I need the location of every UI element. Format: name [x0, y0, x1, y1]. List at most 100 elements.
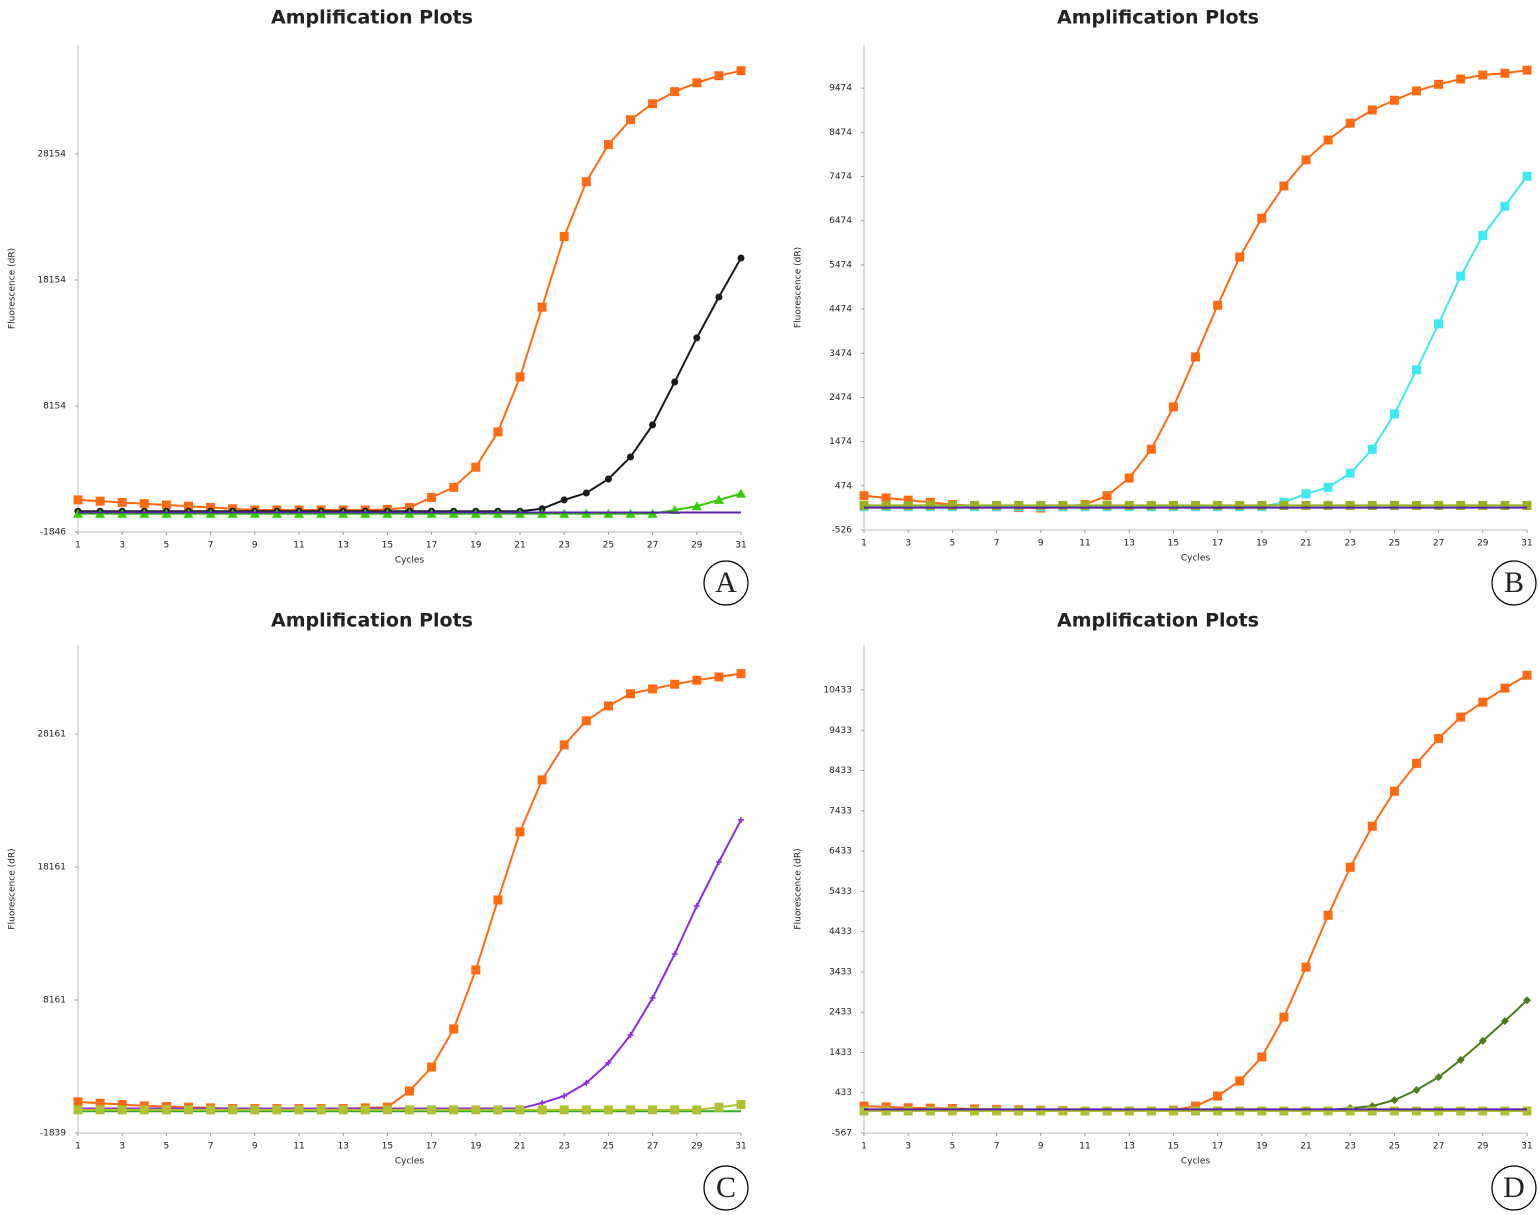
- y-axis-label: Fluorescence (dR): [8, 848, 18, 929]
- marker: [1279, 181, 1289, 191]
- marker: [1367, 105, 1377, 115]
- marker: [693, 902, 700, 909]
- y-tick-label: 6433: [829, 847, 852, 857]
- marker: [1301, 489, 1311, 499]
- x-tick-label: 23: [1344, 1142, 1355, 1152]
- marker: [1456, 271, 1466, 281]
- panel: Amplification Plots -567 433 1433 2433 3433 44…: [794, 610, 1537, 1211]
- marker: [1522, 65, 1532, 75]
- y-tick-label: 7474: [829, 172, 852, 182]
- marker: [405, 502, 414, 512]
- marker: [1478, 70, 1488, 80]
- x-tick-label: 7: [208, 541, 214, 551]
- x-tick-label: 1: [861, 1142, 867, 1152]
- marker: [493, 895, 503, 905]
- marker: [1301, 962, 1311, 972]
- marker: [1191, 500, 1200, 510]
- x-tick-label: 21: [514, 541, 525, 551]
- x-tick-label: 17: [426, 541, 437, 551]
- y-axis-label: Fluorescence (dR): [8, 248, 18, 329]
- marker: [1434, 1073, 1443, 1082]
- marker: [692, 675, 702, 685]
- marker: [1080, 500, 1090, 510]
- x-tick-label: 29: [1477, 1142, 1489, 1152]
- marker: [583, 1080, 590, 1086]
- marker: [117, 1105, 127, 1115]
- panel-letter: B: [1504, 566, 1524, 599]
- x-tick-label: 13: [337, 1142, 348, 1152]
- marker: [1522, 1106, 1532, 1116]
- marker: [1323, 482, 1333, 492]
- x-tick-label: 7: [208, 1142, 214, 1152]
- marker: [1412, 1106, 1421, 1116]
- panel-badge: [1491, 1165, 1537, 1211]
- marker: [1213, 1106, 1223, 1116]
- marker: [648, 684, 658, 694]
- marker: [1257, 1106, 1267, 1116]
- marker: [581, 177, 591, 187]
- x-tick-label: 9: [1038, 1142, 1044, 1152]
- marker: [1257, 500, 1267, 510]
- x-tick-label: 29: [691, 541, 703, 551]
- marker: [1058, 500, 1068, 510]
- marker: [1323, 910, 1333, 920]
- marker: [970, 1106, 979, 1116]
- marker: [1235, 1076, 1245, 1086]
- panel-badge: [703, 1165, 749, 1211]
- chart-title: Amplification Plots: [1057, 7, 1259, 29]
- y-tick-label: 10433: [823, 685, 852, 695]
- x-tick-label: 5: [950, 1142, 956, 1152]
- marker: [605, 1059, 612, 1066]
- x-axis-label: Cycles: [395, 556, 425, 566]
- marker: [649, 421, 657, 429]
- y-tick-label: -567: [832, 1129, 852, 1139]
- x-tick-label: 7: [994, 539, 1000, 549]
- x-tick-label: 19: [1256, 539, 1268, 549]
- marker: [736, 669, 746, 679]
- x-tick-label: 23: [558, 1142, 569, 1152]
- panel-badge: [703, 560, 749, 606]
- marker: [648, 1105, 658, 1115]
- marker: [382, 1105, 392, 1115]
- marker: [161, 500, 171, 510]
- x-tick-label: 13: [337, 541, 348, 551]
- marker: [736, 66, 746, 76]
- marker: [1235, 1106, 1245, 1116]
- marker: [471, 965, 481, 975]
- panel-letter: C: [716, 1171, 736, 1204]
- y-tick-label: 1474: [829, 437, 852, 447]
- chart-title: Amplification Plots: [271, 7, 473, 29]
- marker: [1102, 491, 1112, 501]
- marker: [294, 1105, 304, 1115]
- x-tick-label: 15: [1168, 1142, 1179, 1152]
- marker: [1478, 1036, 1487, 1045]
- marker: [1301, 1106, 1311, 1116]
- marker: [493, 427, 503, 437]
- marker: [1412, 758, 1421, 768]
- y-tick-label: 3433: [829, 967, 852, 977]
- marker: [670, 679, 680, 689]
- marker: [1146, 1106, 1156, 1116]
- marker: [1080, 1106, 1090, 1116]
- marker: [1434, 733, 1444, 743]
- marker: [560, 496, 568, 504]
- x-tick-label: 27: [647, 541, 658, 551]
- x-tick-label: 9: [1038, 539, 1044, 549]
- x-tick-label: 21: [514, 1142, 525, 1152]
- series-line: [863, 69, 1528, 510]
- marker: [515, 372, 525, 382]
- marker: [427, 1105, 437, 1115]
- x-tick-label: 11: [1079, 1142, 1090, 1152]
- marker: [1279, 500, 1289, 510]
- marker: [405, 1086, 414, 1096]
- marker: [1412, 365, 1421, 375]
- x-tick-label: 1: [75, 1142, 81, 1152]
- x-tick-label: 19: [470, 541, 482, 551]
- x-tick-label: 27: [647, 1142, 658, 1152]
- marker: [449, 1105, 459, 1115]
- marker: [715, 293, 723, 301]
- panel: Amplification Plots -526 474 1474 2474 3474 44…: [794, 7, 1537, 606]
- series-line: [77, 672, 742, 1110]
- y-tick-label: 9433: [829, 726, 852, 736]
- marker: [228, 1105, 238, 1115]
